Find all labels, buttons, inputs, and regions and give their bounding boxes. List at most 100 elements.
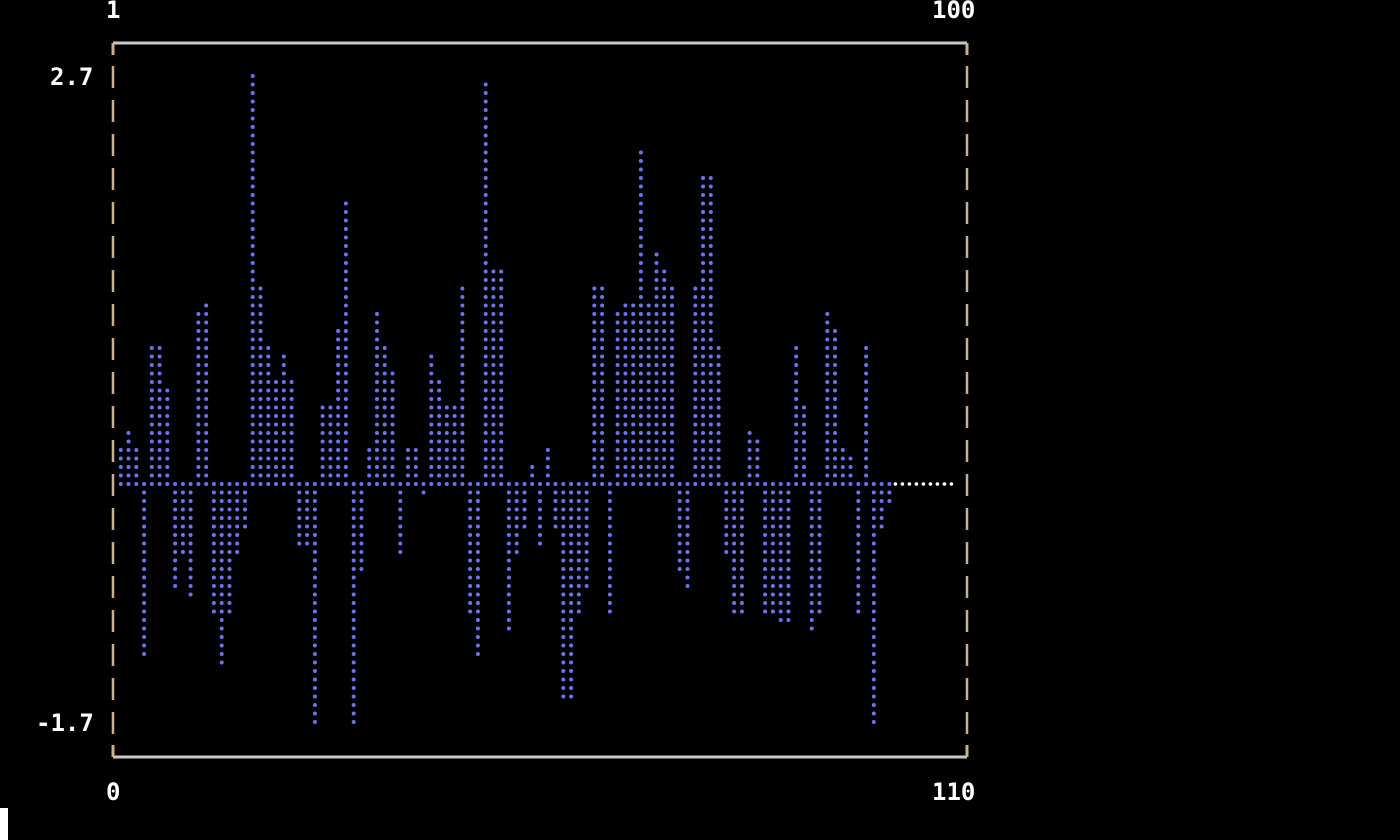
bar-dot [670,388,674,393]
bar-dot [701,278,705,282]
bar-dot [693,337,698,342]
bar-dot [607,516,612,520]
bar-dot [569,677,574,682]
bar-dot [165,439,170,444]
y-tick-label-bottom: -1.7 [36,709,94,737]
bar-dot [592,329,597,333]
bar-dot [693,422,698,427]
bar-dot [670,329,674,333]
bar-dot [173,558,178,563]
bar-dot [607,524,612,529]
bar-dot [654,414,659,418]
bar-dot [584,516,589,520]
bar-dot [289,380,294,384]
bar-dot [351,711,356,716]
bar-dot [196,439,201,444]
bar-dot [398,550,403,554]
bar-dot [274,473,278,478]
bar-dot [778,499,783,503]
bar [289,380,294,486]
bar-dot [204,448,209,452]
bar-dot [561,575,566,580]
bar-dot [638,320,643,325]
bar [522,482,527,529]
bar-dot [825,397,830,401]
bar-dot [724,516,729,520]
bar-dot [483,329,488,333]
bar-dot [499,414,504,418]
bar-dot [662,278,667,282]
bar-dot [638,193,643,197]
bar-dot [569,584,574,588]
bar-dot [188,490,193,495]
bar-dot [522,507,527,512]
bar-dot [491,456,496,461]
bar-dot [475,575,480,580]
bar-dot [188,499,193,503]
bar-dot [833,439,837,444]
bar-dot [677,550,682,554]
bar-dot [491,354,496,359]
bar-dot [848,482,853,486]
bar-dot [638,269,643,274]
bar [281,354,286,486]
bar-dot [654,465,659,469]
bar-dot [569,507,574,512]
bar-dot [856,567,861,571]
bar-dot [328,414,333,418]
bar-dot [351,643,356,648]
bar-dot [716,405,721,410]
bar-dot [778,533,783,537]
bar-dot [638,363,643,367]
bar-dot [274,414,278,418]
bar-dot [204,473,209,478]
bar-dot [506,516,511,520]
bar-dot [266,465,271,469]
bar-dot [670,312,674,316]
zero-line-dot [900,482,905,486]
bar-dot [576,567,581,571]
bar-dot [475,507,480,512]
bar-dot [623,371,628,376]
bar-dot [204,320,209,325]
bar-dot [514,516,519,520]
bar [747,431,752,486]
bar-dot [491,269,496,274]
bar-dot [817,490,822,495]
bar-dot [825,337,830,342]
bar-dot [390,456,395,461]
bar-dot [592,456,597,461]
bar-dot [833,456,837,461]
bar-dot [638,159,643,163]
bar-dot [343,405,348,410]
bar-dot [413,465,418,469]
bar-dot [786,575,791,580]
bar-dot [188,533,193,537]
bar-dot [732,601,737,605]
bar-dot [677,541,682,546]
bar-dot [809,524,814,529]
bar-dot [281,354,286,359]
bar-dot [794,414,799,418]
bar-dot [763,524,768,529]
bar-dot [421,490,426,495]
bar-dot [289,388,294,393]
bar-dot [429,422,434,427]
bar-dot [281,439,286,444]
bar-dot [778,575,783,580]
bar-dot [840,473,845,478]
bar-dot [312,558,317,563]
bar-dot [336,363,341,367]
bar-dot [444,465,449,469]
bar-dot [483,405,488,410]
bar-dot [646,473,651,478]
bar-dot [460,346,465,350]
bar-dot [871,711,876,716]
bar-dot [274,380,278,384]
bar-dot [646,312,651,316]
bar-dot [266,371,271,376]
bar-dot [390,482,395,486]
bar [204,303,209,486]
bar-dot [871,524,876,529]
bar-dot [662,473,667,478]
